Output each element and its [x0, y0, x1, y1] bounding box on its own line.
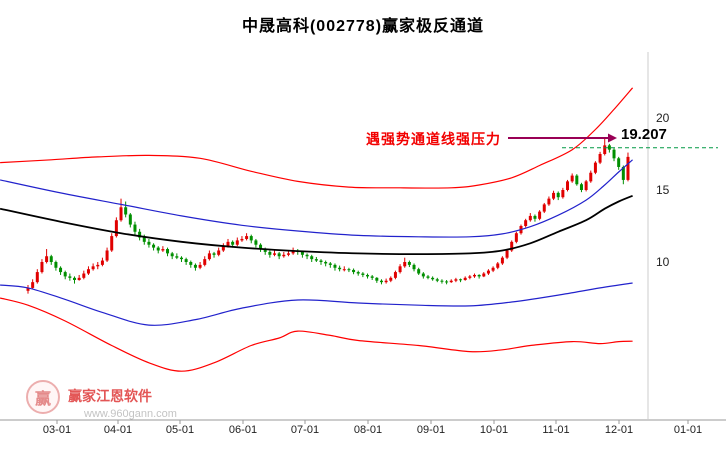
channel-lines-layer — [0, 87, 634, 372]
watermark-logo-icon: 赢 — [26, 380, 60, 414]
y-axis-labels: 20 15 10 — [654, 0, 694, 450]
channel-line-outer-lower — [0, 297, 633, 372]
x-tick-label: 11-01 — [542, 424, 570, 436]
x-tick-label: 08-01 — [353, 424, 383, 436]
x-tick-label: 01-01 — [673, 424, 703, 436]
axis-layer — [0, 52, 726, 424]
watermark: 赢 赢家江恩软件 www.960gann.com — [26, 380, 177, 420]
page-title: 中晟高科(002778)赢家极反通道 — [241, 18, 485, 35]
candles-layer — [26, 138, 630, 294]
channel-line-outer-upper — [0, 87, 634, 189]
watermark-text: 赢家江恩软件 www.960gann.com — [68, 380, 177, 420]
x-tick-label: 12-01 — [604, 424, 634, 436]
x-tick-label: 06-01 — [228, 424, 258, 436]
y-tick-label: 20 — [656, 111, 670, 125]
watermark-url: www.960gann.com — [84, 408, 177, 420]
x-tick-label: 05-01 — [165, 424, 195, 436]
y-tick-label: 15 — [656, 183, 670, 197]
x-tick-label: 07-01 — [290, 424, 320, 436]
y-tick-label: 10 — [656, 255, 670, 269]
channel-line-inner-upper — [0, 159, 633, 238]
resistance-arrow — [508, 133, 617, 143]
x-tick-label: 10-01 — [479, 424, 509, 436]
x-tick-label: 03-01 — [42, 424, 72, 436]
x-tick-label: 09-01 — [416, 424, 446, 436]
x-axis-labels: 03-01 04-01 05-01 06-01 07-01 08-01 09-01 10-01… — [0, 424, 726, 442]
channel-line-middle — [0, 194, 633, 256]
resistance-value-label: 19.207 — [621, 126, 667, 143]
x-tick-label: 04-01 — [103, 424, 133, 436]
watermark-brand: 赢家江恩软件 — [68, 388, 152, 404]
channel-line-inner-lower — [0, 282, 633, 326]
resistance-annotation-text: 遇强势通道线强压力 — [366, 131, 501, 147]
